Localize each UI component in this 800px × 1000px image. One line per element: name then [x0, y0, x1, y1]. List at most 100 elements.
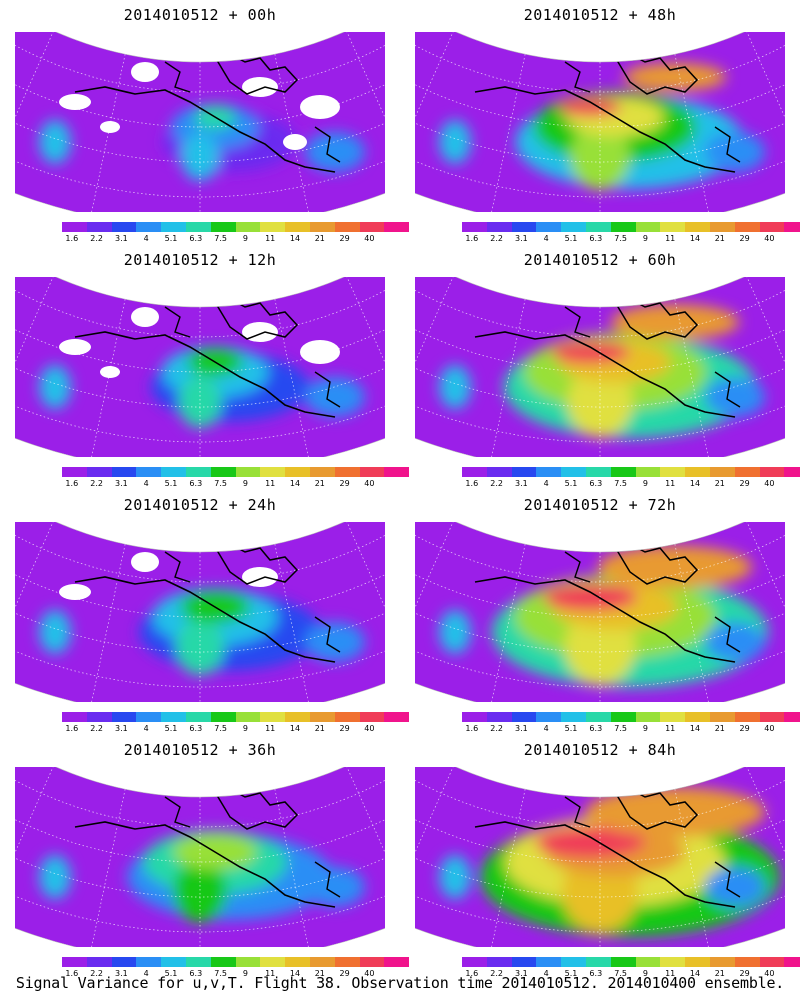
colorbar-swatch: [486, 222, 512, 232]
colorbar-label: 5.1: [164, 969, 178, 978]
colorbar-swatch: [610, 467, 636, 477]
colorbar-swatch: [709, 467, 735, 477]
colorbar-swatch: [235, 467, 261, 477]
colorbar-label: 4: [543, 969, 549, 978]
colorbar-swatch: [86, 222, 112, 232]
colorbar-swatch: [660, 467, 686, 477]
colorbar-swatch: [511, 467, 537, 477]
colorbar-label: 1.6: [65, 234, 79, 243]
variance-map: [415, 767, 785, 947]
colorbar-swatch: [235, 957, 261, 967]
colorbar-swatch: [536, 222, 562, 232]
colorbar-label: 9: [642, 724, 648, 733]
colorbar-swatch: [334, 712, 360, 722]
colorbar-label: 5.1: [564, 724, 578, 733]
colorbar-swatch: [185, 957, 211, 967]
colorbar-label: 14: [289, 479, 301, 488]
colorbar-label: 9: [642, 969, 648, 978]
colorbar-label: 40: [364, 969, 375, 978]
colorbar-label: 14: [689, 724, 701, 733]
colorbar-label: 21: [714, 724, 725, 733]
colorbar-swatch: [610, 712, 636, 722]
colorbar-label: 21: [314, 479, 325, 488]
colorbar-label: 29: [339, 969, 350, 978]
colorbar-swatch: [486, 467, 512, 477]
colorbar-label: 4: [143, 724, 149, 733]
colorbar-label: 40: [764, 234, 775, 243]
forecast-panel: 2014010512 + 48h 1.6 2.2 3.1 4 5.1 6.3 7.5 9 11 14…: [400, 0, 800, 245]
colorbar-swatch: [384, 957, 410, 967]
colorbar-swatch: [235, 712, 261, 722]
panel-title: 2014010512 + 48h: [523, 6, 677, 24]
colorbar-label: 14: [289, 969, 301, 978]
colorbar-label: 21: [714, 969, 725, 978]
colorbar-label: 5.1: [164, 479, 178, 488]
variance-map: [15, 277, 385, 457]
colorbar-swatch: [610, 222, 636, 232]
colorbar-label: 3.1: [515, 969, 528, 978]
colorbar-label: 14: [289, 234, 301, 243]
colorbar-label: 5.1: [564, 969, 578, 978]
panel-title: 2014010512 + 12h: [123, 251, 277, 269]
colorbar-label: 40: [364, 234, 375, 243]
colorbar-label: 1.6: [65, 969, 79, 978]
colorbar-label: 9: [242, 969, 248, 978]
colorbar: [462, 467, 800, 477]
colorbar: [62, 222, 410, 232]
colorbar: [462, 222, 800, 232]
colorbar-label: 7.5: [614, 234, 627, 243]
colorbar-label: 40: [364, 479, 375, 488]
colorbar-label: 21: [314, 234, 325, 243]
colorbar-swatch: [610, 957, 636, 967]
colorbar-label: 14: [289, 724, 301, 733]
colorbar-swatch: [635, 712, 661, 722]
colorbar-swatch: [309, 712, 335, 722]
colorbar-label: 21: [314, 969, 325, 978]
colorbar-label: 4: [143, 969, 149, 978]
colorbar-label: 40: [764, 969, 775, 978]
colorbar: [62, 712, 410, 722]
colorbar-label: 29: [739, 479, 750, 488]
colorbar-swatch: [111, 222, 137, 232]
colorbar-swatch: [734, 712, 760, 722]
colorbar-swatch: [561, 712, 586, 722]
colorbar-swatch: [185, 222, 211, 232]
panel-title: 2014010512 + 00h: [123, 6, 277, 24]
colorbar-swatch: [235, 222, 261, 232]
colorbar-swatch: [685, 712, 710, 722]
colorbar-label: 5.1: [164, 724, 178, 733]
variance-map: [415, 32, 785, 212]
colorbar-swatch: [462, 467, 487, 477]
colorbar-label: 7.5: [614, 969, 627, 978]
colorbar-swatch: [111, 957, 137, 967]
colorbar-swatch: [660, 712, 686, 722]
colorbar: [62, 467, 410, 477]
colorbar-swatch: [685, 957, 710, 967]
colorbar-swatch: [309, 222, 335, 232]
colorbar-swatch: [585, 712, 611, 722]
colorbar-label: 6.3: [589, 969, 603, 978]
colorbar-label: 40: [764, 724, 775, 733]
colorbar-swatch: [635, 467, 661, 477]
colorbar-swatch: [111, 467, 137, 477]
colorbar-swatch: [759, 712, 785, 722]
colorbar-swatch: [136, 222, 162, 232]
colorbar-label: 7.5: [214, 234, 227, 243]
colorbar-swatch: [161, 712, 186, 722]
forecast-panel: 2014010512 + 72h 1.6 2.2 3.1 4 5.1 6.3 7.5 9 11 14…: [400, 490, 800, 735]
colorbar-swatch: [136, 467, 162, 477]
colorbar-swatch: [784, 712, 800, 722]
colorbar: [462, 957, 800, 967]
forecast-panel: 2014010512 + 36h 1.6 2.2 3.1 4 5.1 6.3 7.5 9 11 14…: [0, 735, 410, 980]
colorbar-label: 11: [265, 234, 276, 243]
forecast-panel: 2014010512 + 60h 1.6 2.2 3.1 4 5.1 6.3 7.5 9 11 14…: [400, 245, 800, 490]
colorbar-swatch: [86, 957, 112, 967]
colorbar-swatch: [511, 957, 537, 967]
colorbar-label: 29: [739, 234, 750, 243]
colorbar-label: 5.1: [564, 479, 578, 488]
colorbar-label: 4: [543, 724, 549, 733]
colorbar-swatch: [285, 467, 310, 477]
colorbar-label: 2.2: [90, 479, 103, 488]
colorbar-swatch: [210, 467, 236, 477]
colorbar: [462, 712, 800, 722]
